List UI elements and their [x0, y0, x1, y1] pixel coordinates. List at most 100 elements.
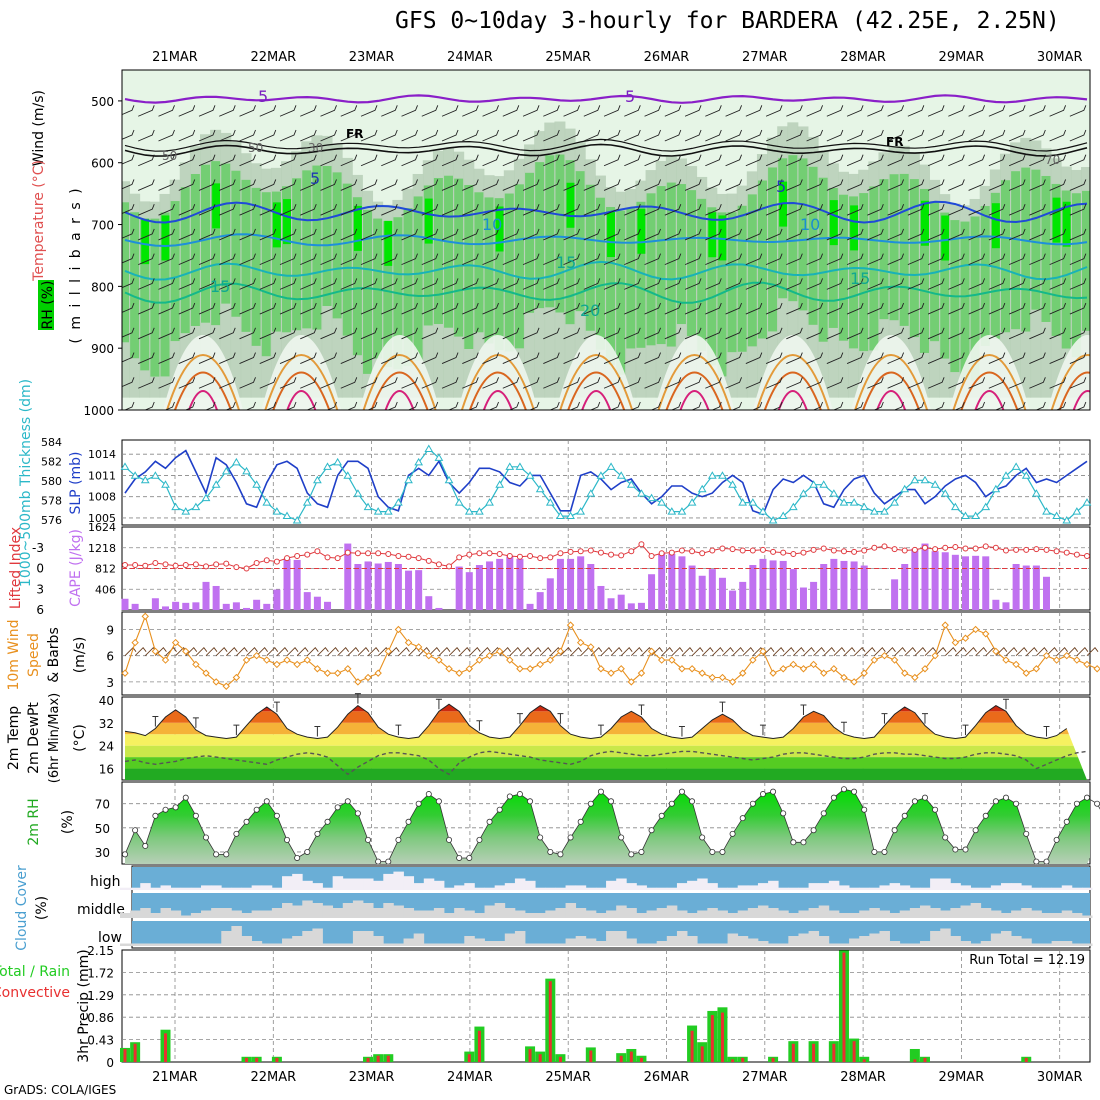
rh-tick: 50	[95, 822, 110, 836]
temp-ylabel-4: (°C)	[72, 724, 88, 752]
wind-barb	[401, 302, 418, 315]
thickness-ylabel: 1000~500mb Thickness (dm)	[18, 379, 34, 587]
rh-green-cell	[474, 192, 484, 333]
wind-speed-point	[830, 665, 838, 673]
wind10m-barb	[833, 646, 846, 657]
rh-green-cell	[494, 198, 504, 351]
wind-barb	[279, 154, 297, 167]
cloud-cell	[251, 885, 263, 890]
thickness-point	[232, 457, 241, 466]
wind-barb	[381, 105, 398, 117]
wind-barb	[178, 179, 196, 191]
wind-speed-point	[850, 678, 858, 686]
thickness-point	[515, 462, 525, 470]
minmax-bar	[395, 724, 402, 736]
thickness-point	[1011, 462, 1021, 470]
wind-barb	[867, 154, 884, 167]
wind-barb	[887, 377, 905, 389]
wind-barb	[225, 401, 236, 410]
wind-speed-point	[840, 673, 848, 682]
wind-barb	[441, 327, 459, 340]
wind-barb	[846, 302, 864, 315]
wind-barb	[300, 352, 317, 364]
cloud-cell	[160, 943, 172, 946]
wind-barb	[745, 179, 763, 191]
rh-green-cell	[646, 193, 656, 346]
wind-barb	[340, 204, 358, 216]
temp-contour-5	[124, 200, 1088, 224]
wind-barb	[771, 401, 783, 410]
wind-barb	[826, 278, 844, 290]
wind-barb	[563, 105, 580, 117]
wind-barb	[158, 327, 175, 340]
li-point	[1002, 547, 1009, 554]
cloud-cell	[1041, 887, 1052, 890]
wind-barb	[624, 352, 641, 364]
rh-green-cell	[170, 201, 180, 342]
cape-bar	[850, 561, 858, 610]
wind-barb	[563, 204, 580, 216]
wind-speed-point	[931, 651, 939, 660]
wind-barb	[583, 302, 601, 315]
cloud-cell	[423, 910, 435, 918]
wind-barb	[543, 129, 560, 142]
run-total-label: Run Total = 12.19	[969, 953, 1085, 968]
cloud-cell	[1011, 936, 1022, 946]
minmax-bar	[597, 724, 604, 736]
cape-bar	[688, 565, 696, 610]
cloud-cell	[373, 936, 384, 946]
cape-bar	[131, 603, 139, 610]
wind-barb	[219, 377, 236, 389]
precip-legend-total: Total / Rain	[0, 964, 70, 980]
cloud-cell	[271, 887, 283, 890]
wind-barb	[259, 327, 277, 340]
cloud-cell	[585, 938, 597, 946]
cloud-cell	[818, 905, 830, 918]
wind-barb	[239, 154, 256, 167]
li-point	[739, 547, 746, 554]
wind-barb	[624, 105, 641, 117]
precip-conv-bar	[812, 1043, 816, 1062]
cloud-cell	[940, 878, 951, 890]
li-point	[314, 548, 321, 555]
rh-green-cell	[535, 162, 545, 309]
wind-barb	[927, 352, 945, 364]
wind-barb	[644, 179, 661, 191]
wind-barb	[482, 352, 499, 364]
cloud-cell	[666, 936, 678, 946]
cloud-cell	[464, 910, 475, 918]
precip-conv-bar	[639, 1057, 643, 1062]
wind-barb	[543, 154, 560, 167]
thickness-point	[363, 502, 373, 511]
wind-barb	[765, 105, 783, 117]
contour-label: 30	[308, 141, 323, 155]
precip-conv-bar	[690, 1030, 694, 1062]
wind10m-barb	[620, 646, 633, 657]
cloud-cell	[747, 938, 759, 946]
cloud-cell	[889, 913, 901, 918]
rh-point	[354, 810, 361, 817]
wind-speed-point	[799, 665, 808, 673]
wind-barb	[1029, 302, 1046, 315]
wind-barb	[360, 253, 378, 266]
thickness-point	[535, 484, 545, 493]
rh-green-cell	[818, 177, 828, 342]
wind-barb	[927, 204, 945, 216]
li-point	[658, 550, 665, 557]
wind-barb	[427, 401, 439, 410]
wind-barb	[1008, 253, 1026, 266]
rh-bright-cell	[850, 205, 859, 251]
wind-barb	[381, 154, 398, 167]
wind10m-barb	[398, 646, 410, 657]
wind10m-barb	[691, 646, 704, 657]
cloud-cell	[342, 878, 354, 890]
wind-barb	[684, 105, 702, 117]
wind-barb	[482, 105, 499, 117]
precip-conv-bar	[386, 1055, 390, 1062]
cloud-cell	[626, 938, 637, 946]
thickness-point	[637, 489, 646, 497]
rh-point	[263, 798, 270, 805]
date-label-bottom: 24MAR	[447, 1070, 493, 1085]
cloud-cell	[433, 880, 445, 890]
slp-tick: 1005	[88, 512, 116, 525]
